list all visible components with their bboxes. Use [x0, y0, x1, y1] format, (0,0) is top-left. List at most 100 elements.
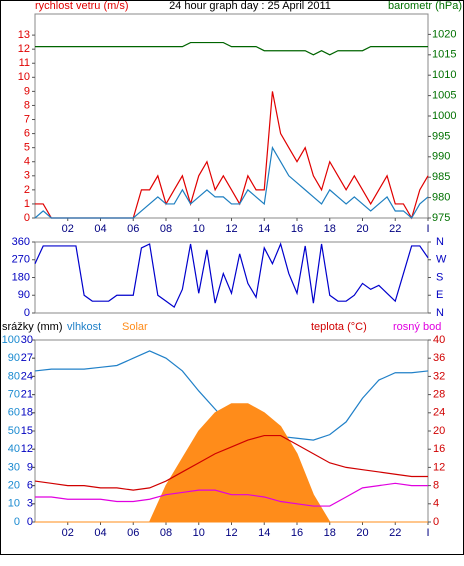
y3-tick-label: 24 [21, 370, 33, 382]
x-tick-label: 06 [127, 223, 139, 235]
y3-tick-label: 9 [27, 461, 33, 473]
series-line [34, 242, 429, 308]
chart-title: 24 hour graph day : 25 April 2011 [169, 0, 331, 12]
x-tick-label: 16 [291, 223, 303, 235]
y-tick-label: 8 [24, 99, 30, 111]
y2-tick-label: 1015 [432, 49, 456, 61]
x-tick-label: 12 [225, 527, 237, 539]
x-tick-label: 20 [356, 223, 368, 235]
y-tick-label: 12 [18, 43, 30, 55]
y-tick-label: 7 [24, 113, 30, 125]
y2-tick-label: 985 [432, 171, 450, 183]
y2-tick-label: 16 [433, 443, 445, 455]
x-tick-label: 18 [324, 223, 336, 235]
y3-tick-label: 30 [21, 334, 33, 346]
y3-tick-label: 12 [21, 443, 33, 455]
y3-tick-label: 3 [27, 498, 33, 510]
x-tick-label: 02 [62, 223, 74, 235]
y-tick-label: 3 [24, 170, 30, 182]
y-tick-label: 180 [12, 271, 30, 283]
legend-entry: Solar [122, 321, 148, 333]
y-tick-label: 40 [8, 443, 20, 455]
y-tick-label: 5 [24, 142, 30, 154]
y2-tick-label: 8 [433, 480, 439, 492]
y-tick-label: 13 [18, 29, 30, 41]
x-tick-label: I [426, 223, 429, 235]
x-tick-label: 14 [258, 527, 270, 539]
x-tick-label: 04 [94, 527, 106, 539]
y2-tick-label: N [436, 307, 444, 319]
legend-entry: rosný bod [393, 321, 441, 333]
y-tick-label: 0 [24, 212, 30, 224]
y2-tick-label: 1020 [432, 28, 456, 40]
y-tick-label: 80 [8, 370, 20, 382]
y-tick-label: 70 [8, 389, 20, 401]
y-tick-label: 270 [12, 254, 30, 266]
y2-tick-label: 40 [433, 334, 445, 346]
y2-tick-label: 12 [433, 461, 445, 473]
y2-tick-label: 975 [432, 212, 450, 224]
x-tick-label: 10 [193, 223, 205, 235]
y3-tick-label: 18 [21, 407, 33, 419]
y-tick-label: 20 [8, 480, 20, 492]
y2-tick-label: 980 [432, 192, 450, 204]
y-tick-label: 1 [24, 198, 30, 210]
y-tick-label: 9 [24, 85, 30, 97]
legend-entry: vlhkost [67, 321, 101, 333]
y-tick-label: 0 [14, 516, 20, 528]
y2-tick-label: 1005 [432, 90, 456, 102]
y-tick-label: 10 [8, 498, 20, 510]
y3-tick-label: 21 [21, 389, 33, 401]
x-tick-label: 22 [389, 527, 401, 539]
x-tick-label: 22 [389, 223, 401, 235]
y2-tick-label: S [436, 271, 443, 283]
y3-axis-label: srážky (mm) [2, 321, 63, 333]
y-tick-label: 90 [8, 352, 20, 364]
x-tick-label: 14 [258, 223, 270, 235]
y-tick-label: 4 [24, 156, 30, 168]
y-tick-label: 50 [8, 425, 20, 437]
solar-area [35, 403, 428, 523]
x-tick-label: 06 [127, 527, 139, 539]
y2-tick-label: 1000 [432, 110, 456, 122]
y-tick-label: 0 [24, 307, 30, 319]
y3-tick-label: 0 [27, 516, 33, 528]
y2-tick-label: E [436, 289, 443, 301]
series-line [35, 482, 428, 507]
y-tick-label: 30 [8, 461, 20, 473]
y-tick-label: 6 [24, 127, 30, 139]
y2-tick-label: W [436, 254, 447, 266]
x-tick-label: 08 [160, 223, 172, 235]
y3-tick-label: 15 [21, 425, 33, 437]
y-tick-label: 11 [19, 57, 30, 69]
y3-tick-label: 27 [21, 352, 33, 364]
y2-tick-label: 1010 [432, 69, 456, 81]
y2-tick-label: 990 [432, 151, 450, 163]
y-axis-label: rychlost vetru (m/s) [35, 0, 129, 12]
y-tick-label: 10 [18, 71, 30, 83]
x-tick-label: 12 [225, 223, 237, 235]
x-tick-label: 04 [94, 223, 106, 235]
y2-tick-label: 4 [433, 498, 439, 510]
y3-tick-label: 6 [27, 480, 33, 492]
y-tick-label: 2 [24, 184, 30, 196]
y-tick-label: 90 [18, 289, 30, 301]
series-line [34, 434, 428, 491]
legend-entry: teplota (°C) [311, 321, 367, 333]
x-tick-label: 02 [62, 527, 74, 539]
y2-tick-label: 20 [433, 425, 445, 437]
series-line [34, 145, 429, 219]
x-tick-label: 20 [356, 527, 368, 539]
x-tick-label: 08 [160, 527, 172, 539]
y2-tick-label: 0 [433, 516, 439, 528]
y2-tick-label: 36 [433, 352, 445, 364]
y-tick-label: 360 [12, 236, 30, 248]
x-tick-label: 18 [324, 527, 336, 539]
y-tick-label: 100 [2, 334, 20, 346]
y-tick-label: 60 [8, 407, 20, 419]
series-line [35, 41, 428, 56]
x-tick-label: I [426, 527, 429, 539]
y2-tick-label: 28 [433, 389, 445, 401]
y2-tick-label: 32 [433, 370, 445, 382]
